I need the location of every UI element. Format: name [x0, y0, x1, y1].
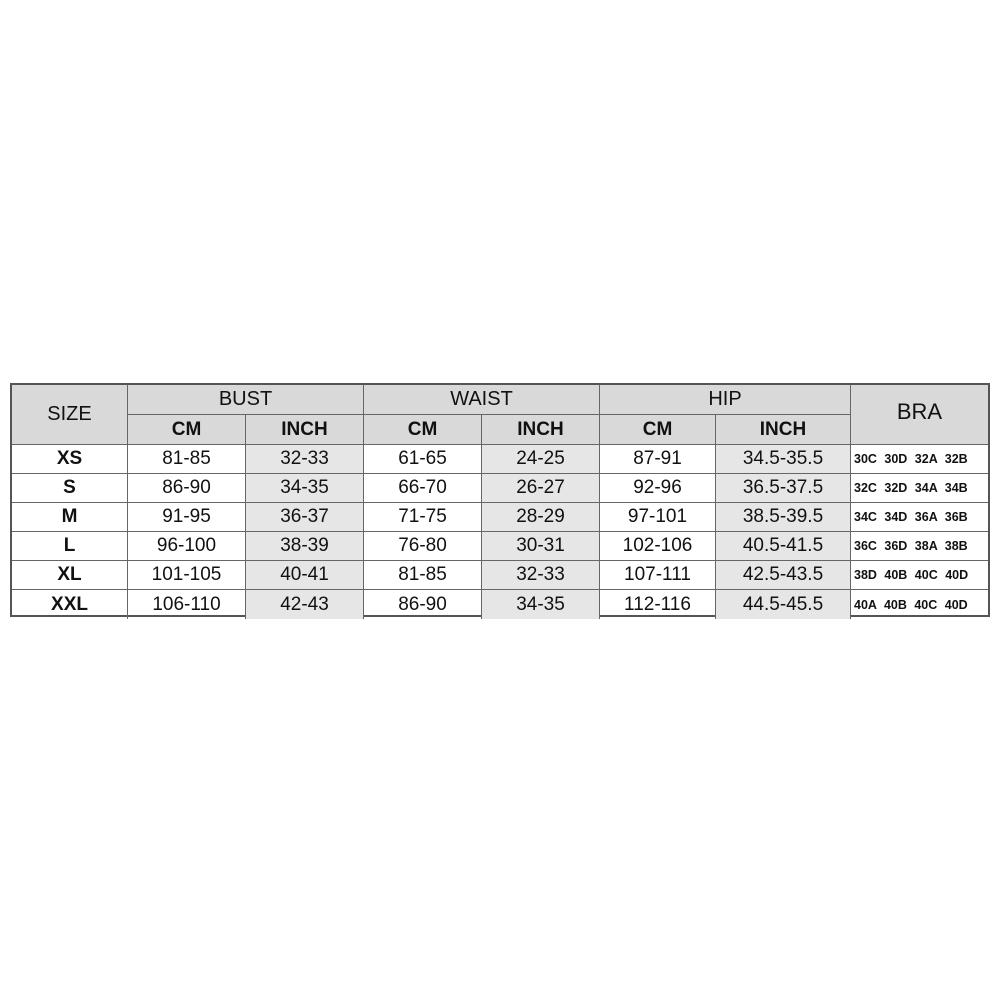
- cell-hip-inch: 36.5-37.5: [716, 474, 851, 503]
- cell-bra: 30C 30D 32A 32B: [851, 445, 988, 474]
- header-bra: BRA: [851, 385, 988, 445]
- header-bust-inch: INCH: [246, 415, 364, 445]
- cell-bust-inch: 34-35: [246, 474, 364, 503]
- cell-hip-cm: 87-91: [600, 445, 716, 474]
- cell-size: XXL: [12, 590, 128, 619]
- header-hip-inch: INCH: [716, 415, 851, 445]
- cell-hip-inch: 40.5-41.5: [716, 532, 851, 561]
- cell-hip-inch: 34.5-35.5: [716, 445, 851, 474]
- cell-bust-cm: 91-95: [128, 503, 246, 532]
- cell-bust-inch: 36-37: [246, 503, 364, 532]
- cell-hip-inch: 38.5-39.5: [716, 503, 851, 532]
- cell-waist-cm: 71-75: [364, 503, 482, 532]
- cell-bust-inch: 32-33: [246, 445, 364, 474]
- cell-size: S: [12, 474, 128, 503]
- cell-hip-cm: 102-106: [600, 532, 716, 561]
- cell-bust-inch: 40-41: [246, 561, 364, 590]
- cell-bust-cm: 96-100: [128, 532, 246, 561]
- cell-waist-cm: 81-85: [364, 561, 482, 590]
- cell-bra: 38D 40B 40C 40D: [851, 561, 988, 590]
- cell-waist-cm: 66-70: [364, 474, 482, 503]
- cell-waist-inch: 24-25: [482, 445, 600, 474]
- cell-hip-cm: 92-96: [600, 474, 716, 503]
- cell-bra: 40A 40B 40C 40D: [854, 597, 968, 612]
- cell-size: XL: [12, 561, 128, 590]
- cell-bust-cm: 106-110: [128, 590, 246, 619]
- cell-size: L: [12, 532, 128, 561]
- cell-waist-inch: 34-35: [482, 590, 600, 619]
- cell-waist-cm: 76-80: [364, 532, 482, 561]
- cell-bra: 34C 34D 36A 36B: [851, 503, 988, 532]
- cell-bust-inch: 42-43: [246, 590, 364, 619]
- cell-waist-cm: 61-65: [364, 445, 482, 474]
- cell-size: M: [12, 503, 128, 532]
- cell-size: XS: [12, 445, 128, 474]
- cell-hip-cm: 97-101: [600, 503, 716, 532]
- header-hip: HIP: [600, 385, 851, 415]
- cell-bust-cm: 81-85: [128, 445, 246, 474]
- header-bust: BUST: [128, 385, 364, 415]
- cell-hip-inch: 44.5-45.5: [716, 590, 851, 619]
- header-hip-cm: CM: [600, 415, 716, 445]
- size-chart-table: SIZE BUST WAIST HIP BRA CM INCH CM INCH …: [10, 383, 990, 619]
- header-waist-cm: CM: [364, 415, 482, 445]
- cell-bust-cm: 86-90: [128, 474, 246, 503]
- cell-bust-inch: 38-39: [246, 532, 364, 561]
- cell-waist-inch: 28-29: [482, 503, 600, 532]
- header-waist-inch: INCH: [482, 415, 600, 445]
- cell-hip-inch: 42.5-43.5: [716, 561, 851, 590]
- cell-hip-cm: 112-116: [600, 590, 716, 619]
- header-size: SIZE: [12, 385, 128, 445]
- cell-waist-inch: 26-27: [482, 474, 600, 503]
- header-bust-cm: CM: [128, 415, 246, 445]
- cell-bust-cm: 101-105: [128, 561, 246, 590]
- cell-bra: 32C 32D 34A 34B: [851, 474, 988, 503]
- cell-hip-cm: 107-111: [600, 561, 716, 590]
- cell-waist-inch: 30-31: [482, 532, 600, 561]
- cell-bra: 36C 36D 38A 38B: [851, 532, 988, 561]
- cell-waist-inch: 32-33: [482, 561, 600, 590]
- header-waist: WAIST: [364, 385, 600, 415]
- cell-waist-cm: 86-90: [364, 590, 482, 619]
